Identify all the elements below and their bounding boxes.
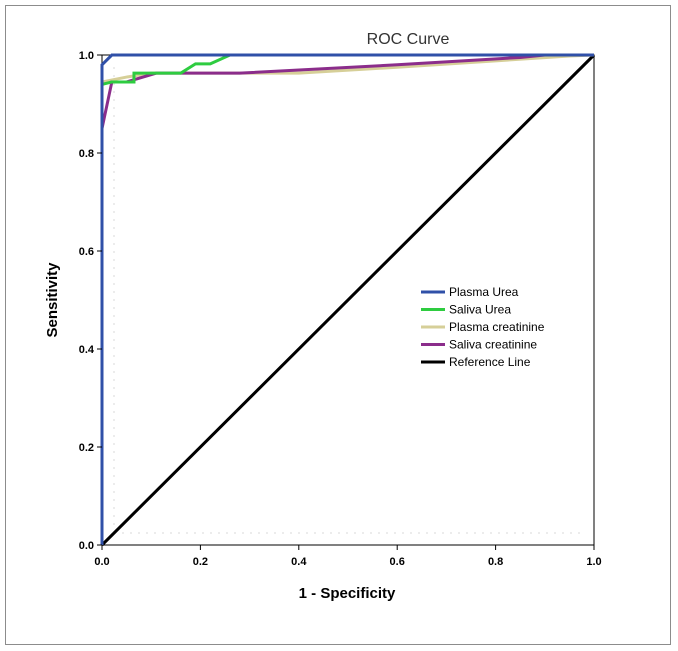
y-tick-label: 1.0 (79, 50, 94, 62)
x-axis-title: 1 - Specificity (299, 585, 396, 602)
y-tick-label: 0.4 (79, 344, 95, 356)
y-axis: 0.0 0.2 0.4 0.6 0.8 1.0 (79, 50, 102, 552)
plot-area (100, 53, 596, 547)
x-tick-label: 0.6 (390, 556, 405, 568)
y-tick-label: 0.0 (79, 540, 94, 552)
legend-label-plasma-creatinine: Plasma creatinine (449, 320, 545, 334)
x-tick-label: 0.0 (94, 556, 109, 568)
legend: Plasma Urea Saliva Urea Plasma creatinine S… (421, 285, 545, 369)
y-tick-label: 0.2 (79, 442, 94, 454)
x-axis: 0.0 0.2 0.4 0.6 0.8 1.0 (94, 545, 602, 568)
legend-label-plasma-urea: Plasma Urea (449, 285, 519, 299)
series-line-plasma-creatinine (100, 53, 595, 545)
y-tick-label: 0.6 (79, 246, 94, 258)
series-line-plasma-urea (100, 53, 594, 545)
chart-title: ROC Curve (367, 31, 450, 48)
legend-label-saliva-creatinine: Saliva creatinine (449, 338, 537, 352)
figure-frame (5, 5, 671, 645)
y-tick-label: 0.8 (79, 148, 94, 160)
x-tick-label: 0.8 (488, 556, 503, 568)
x-tick-label: 1.0 (586, 556, 601, 568)
x-tick-label: 0.4 (291, 556, 307, 568)
legend-label-saliva-urea: Saliva Urea (449, 303, 511, 317)
series-line-saliva-urea (100, 53, 594, 545)
x-tick-label: 0.2 (193, 556, 208, 568)
y-axis-title: Sensitivity (44, 262, 61, 338)
series-line-reference-line (100, 53, 596, 547)
legend-label-reference-line: Reference Line (449, 355, 531, 369)
